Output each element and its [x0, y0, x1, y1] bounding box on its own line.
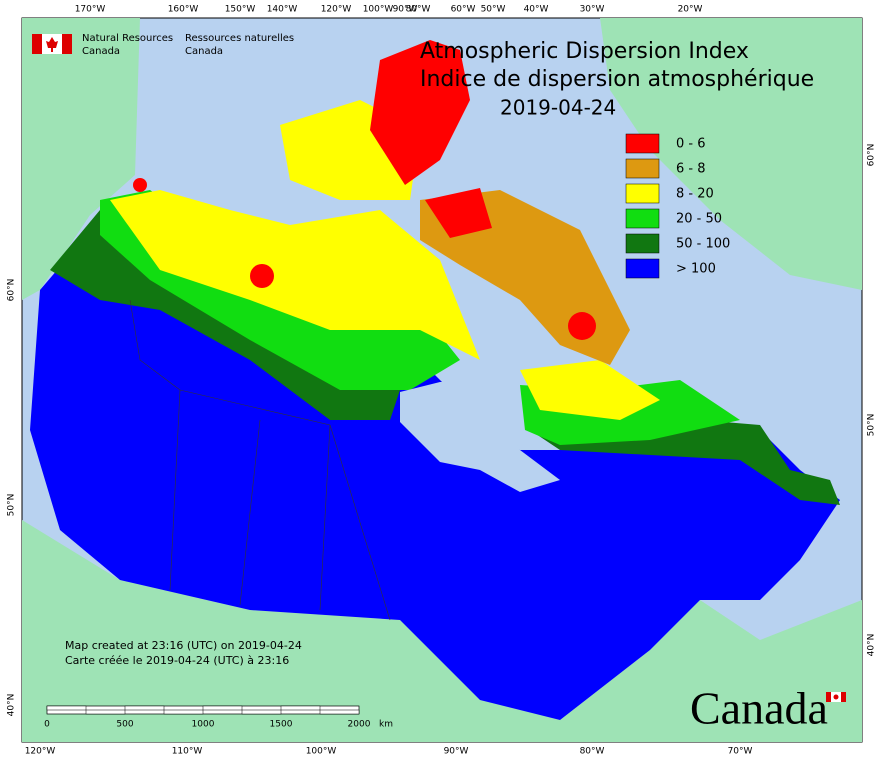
alaska	[22, 18, 140, 300]
region	[520, 360, 660, 420]
longitude-label: 170°W	[75, 5, 106, 15]
longitude-label: 110°W	[172, 747, 203, 757]
legend-swatch	[625, 208, 660, 229]
border	[319, 424, 331, 611]
flag-bar	[826, 692, 831, 702]
longitude-label: 60°W	[451, 5, 476, 15]
region	[425, 188, 492, 238]
scale-segment	[163, 709, 204, 715]
footnote: Map created at 23:16 (UTC) on 2019-04-24	[65, 639, 302, 652]
region	[250, 264, 274, 288]
maple-leaf	[833, 694, 839, 700]
title-fr: Indice de dispersion atmosphérique	[420, 67, 814, 92]
wordmark-flag	[826, 692, 846, 702]
scale-label: 1500	[270, 720, 293, 730]
scale-segment	[319, 709, 360, 715]
region	[370, 40, 470, 185]
scale-label: 500	[116, 720, 133, 730]
legend-swatch	[625, 233, 660, 254]
latitude-label: 40°N	[7, 694, 17, 717]
index-regions	[30, 40, 840, 720]
flag-bar	[62, 34, 72, 54]
legend-swatch	[625, 258, 660, 279]
usa	[22, 520, 862, 742]
legend-swatch	[625, 158, 660, 179]
graticule-labels: 170°W 160°W 150°W 140°W 120°W 100°W 90°W80°W 60…	[7, 5, 877, 757]
latitude-label: 40°N	[867, 634, 877, 657]
border	[169, 389, 181, 591]
region	[133, 178, 147, 192]
scale-unit: km	[379, 720, 393, 730]
agency-fr: Ressources naturelles	[185, 33, 294, 44]
hudson-bay	[400, 382, 560, 492]
longitude-label: 120°W	[321, 5, 352, 15]
longitude-label: 120°W	[25, 747, 56, 757]
greenland	[600, 18, 862, 290]
scale-segment	[124, 705, 165, 711]
longitude-label: 100°W	[306, 747, 337, 757]
scale-segment	[46, 705, 87, 711]
legend-label: 0 - 6	[676, 137, 706, 152]
latitude-label: 50°N	[867, 414, 877, 437]
longitude-label: 80°W	[580, 747, 605, 757]
latitude-label: 60°N	[7, 279, 17, 302]
agency-en: Natural Resources	[82, 33, 173, 44]
longitude-label: 90°W	[393, 5, 418, 15]
scale-segment	[241, 709, 282, 715]
legend-label: 50 - 100	[676, 237, 730, 252]
agency-signature: Natural Resources Canada Ressources natu…	[32, 33, 294, 57]
longitude-label: 100°W	[363, 5, 394, 15]
scale-label: 1000	[192, 720, 215, 730]
agency-en: Canada	[82, 46, 120, 57]
legend: 0 - 6 6 - 8 8 - 20 20 - 50 50 - 100 > 100	[625, 133, 730, 279]
longitude-label: 20°W	[678, 5, 703, 15]
scale-bar: 0 500 1000 1500 2000 km	[44, 705, 393, 730]
scale-segment	[280, 705, 321, 711]
legend-swatch	[625, 183, 660, 204]
flag-bar	[32, 34, 42, 54]
longitude-label: 70°W	[728, 747, 753, 757]
latitude-label: 60°N	[867, 144, 877, 167]
flag-bar	[841, 692, 846, 702]
longitude-label: 90°W	[444, 747, 469, 757]
longitude-label: 140°W	[267, 5, 298, 15]
scale-segment	[202, 705, 243, 711]
longitude-label: 160°W	[168, 5, 199, 15]
longitude-label: 80°W	[406, 5, 431, 15]
wordmark: Canada	[690, 683, 828, 734]
legend-label: 20 - 50	[676, 212, 722, 227]
title-en: Atmospheric Dispersion Index	[420, 39, 749, 64]
longitude-label: 150°W	[225, 5, 256, 15]
latitude-label: 50°N	[7, 494, 17, 517]
legend-label: 8 - 20	[676, 187, 714, 202]
longitude-label: 40°W	[524, 5, 549, 15]
longitude-label: 50°W	[481, 5, 506, 15]
maple-leaf	[46, 37, 58, 52]
borders	[129, 299, 391, 621]
legend-label: 6 - 8	[676, 162, 706, 177]
border	[239, 419, 261, 606]
region	[110, 190, 480, 360]
land	[22, 18, 862, 742]
scale-segment	[85, 709, 126, 715]
region	[568, 312, 596, 340]
legend-swatch	[625, 133, 660, 154]
legend-label: > 100	[676, 262, 716, 277]
scale-label: 0	[44, 720, 50, 730]
title-date: 2019-04-24	[500, 96, 616, 120]
longitude-label: 30°W	[580, 5, 605, 15]
footnote: Carte créée le 2019-04-24 (UTC) à 23:16	[65, 654, 289, 667]
agency-fr: Canada	[185, 46, 223, 57]
scale-label: 2000	[348, 720, 371, 730]
